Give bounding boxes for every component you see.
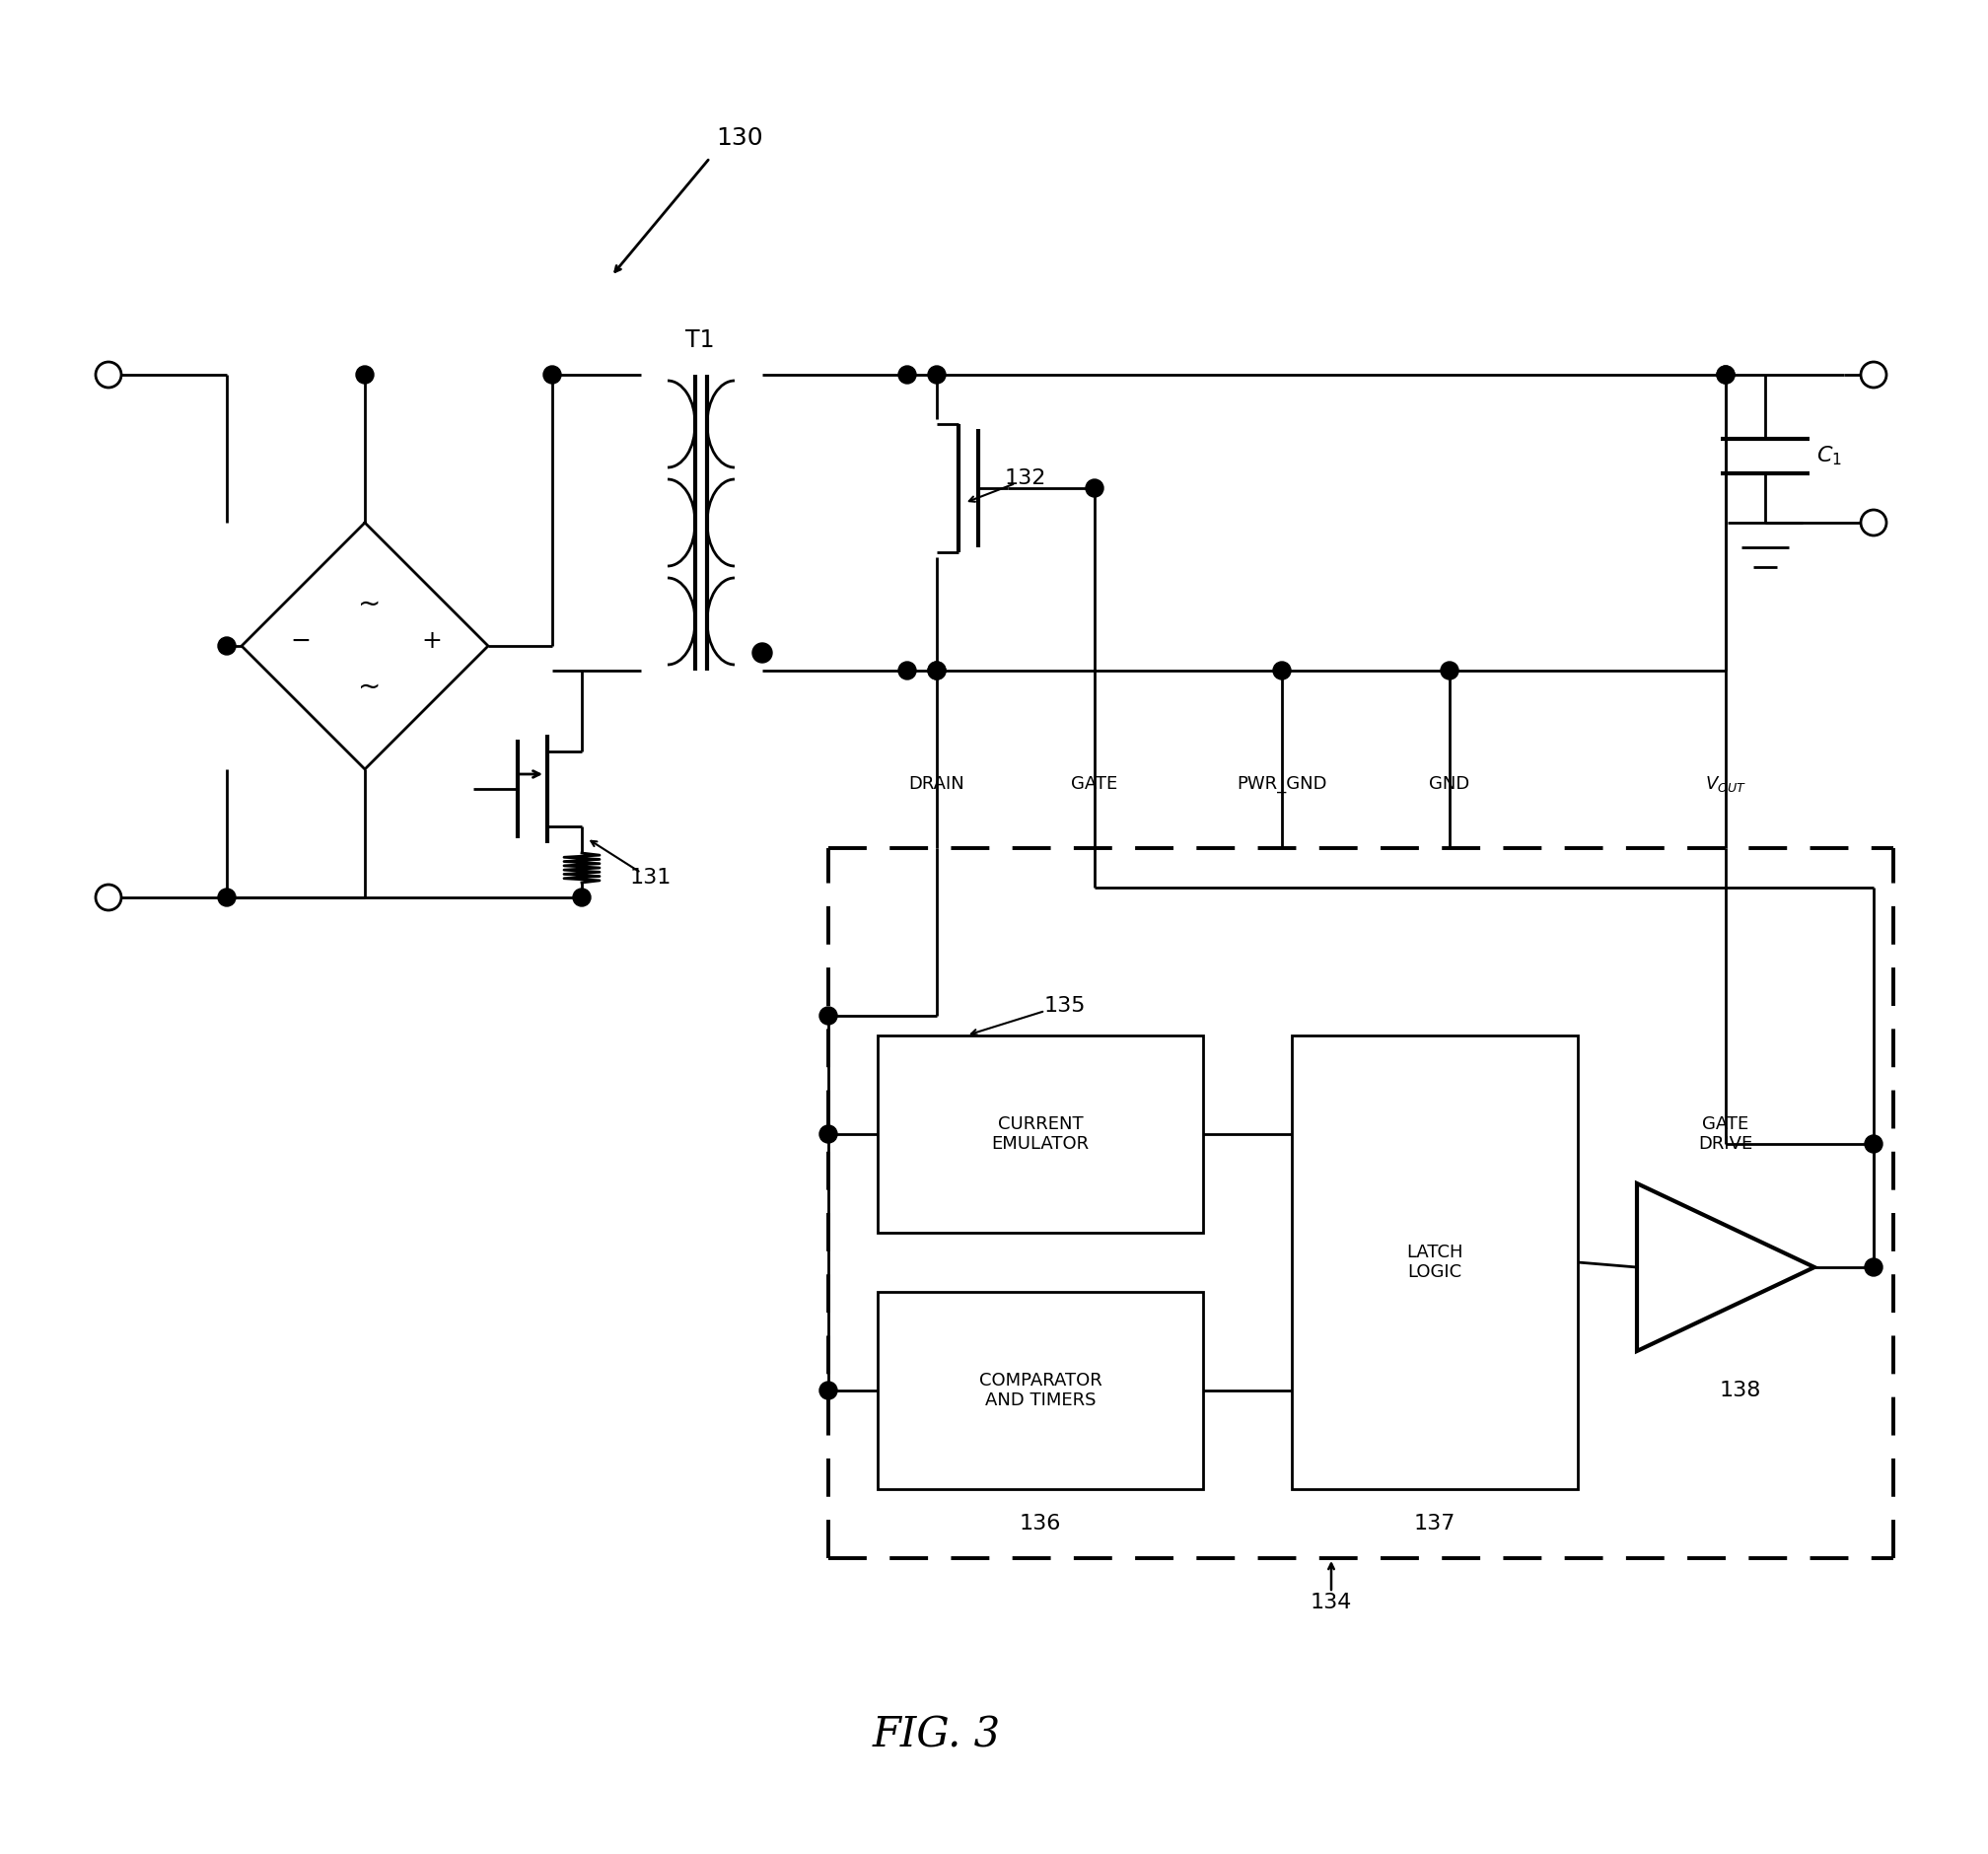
Text: GATE
DRIVE: GATE DRIVE: [1698, 1114, 1753, 1153]
Text: GATE: GATE: [1072, 775, 1117, 794]
Circle shape: [928, 662, 946, 679]
Text: DRAIN: DRAIN: [909, 775, 964, 794]
Text: 132: 132: [1004, 469, 1046, 488]
Circle shape: [928, 365, 946, 384]
Text: $C_1$: $C_1$: [1817, 443, 1843, 467]
Circle shape: [899, 662, 916, 679]
Circle shape: [573, 888, 590, 907]
Text: ~: ~: [358, 591, 382, 619]
Text: 130: 130: [716, 126, 763, 150]
Text: 137: 137: [1413, 1513, 1455, 1533]
Text: CURRENT
EMULATOR: CURRENT EMULATOR: [992, 1114, 1089, 1153]
Text: 134: 134: [1310, 1593, 1352, 1613]
Circle shape: [219, 638, 237, 654]
Text: −: −: [290, 629, 310, 653]
Circle shape: [1865, 1135, 1883, 1153]
Circle shape: [751, 643, 771, 662]
Circle shape: [1718, 365, 1736, 384]
Text: +: +: [421, 629, 441, 653]
Text: 135: 135: [1044, 996, 1085, 1016]
Bar: [1292, 1036, 1578, 1489]
Circle shape: [1865, 1259, 1883, 1276]
Circle shape: [219, 888, 237, 907]
Circle shape: [1718, 365, 1736, 384]
Bar: [877, 1292, 1203, 1489]
Circle shape: [819, 1007, 837, 1025]
Bar: [877, 1036, 1203, 1233]
Circle shape: [928, 662, 946, 679]
Text: PWR_GND: PWR_GND: [1237, 775, 1328, 794]
Text: T1: T1: [686, 328, 714, 352]
Circle shape: [1441, 662, 1459, 679]
Text: COMPARATOR
AND TIMERS: COMPARATOR AND TIMERS: [978, 1372, 1101, 1409]
Text: 136: 136: [1020, 1513, 1062, 1533]
Text: 138: 138: [1720, 1381, 1761, 1400]
Text: GND: GND: [1429, 775, 1469, 794]
Text: LATCH
LOGIC: LATCH LOGIC: [1406, 1244, 1463, 1281]
Circle shape: [899, 365, 916, 384]
Circle shape: [1272, 662, 1290, 679]
Circle shape: [543, 365, 561, 384]
Text: 131: 131: [630, 868, 672, 888]
Text: ~: ~: [358, 673, 382, 701]
Circle shape: [1085, 480, 1103, 497]
Text: $V_{OUT}$: $V_{OUT}$: [1706, 775, 1745, 794]
Circle shape: [819, 1381, 837, 1400]
Text: FIG. 3: FIG. 3: [873, 1715, 1002, 1756]
Circle shape: [356, 365, 374, 384]
Circle shape: [819, 1125, 837, 1142]
